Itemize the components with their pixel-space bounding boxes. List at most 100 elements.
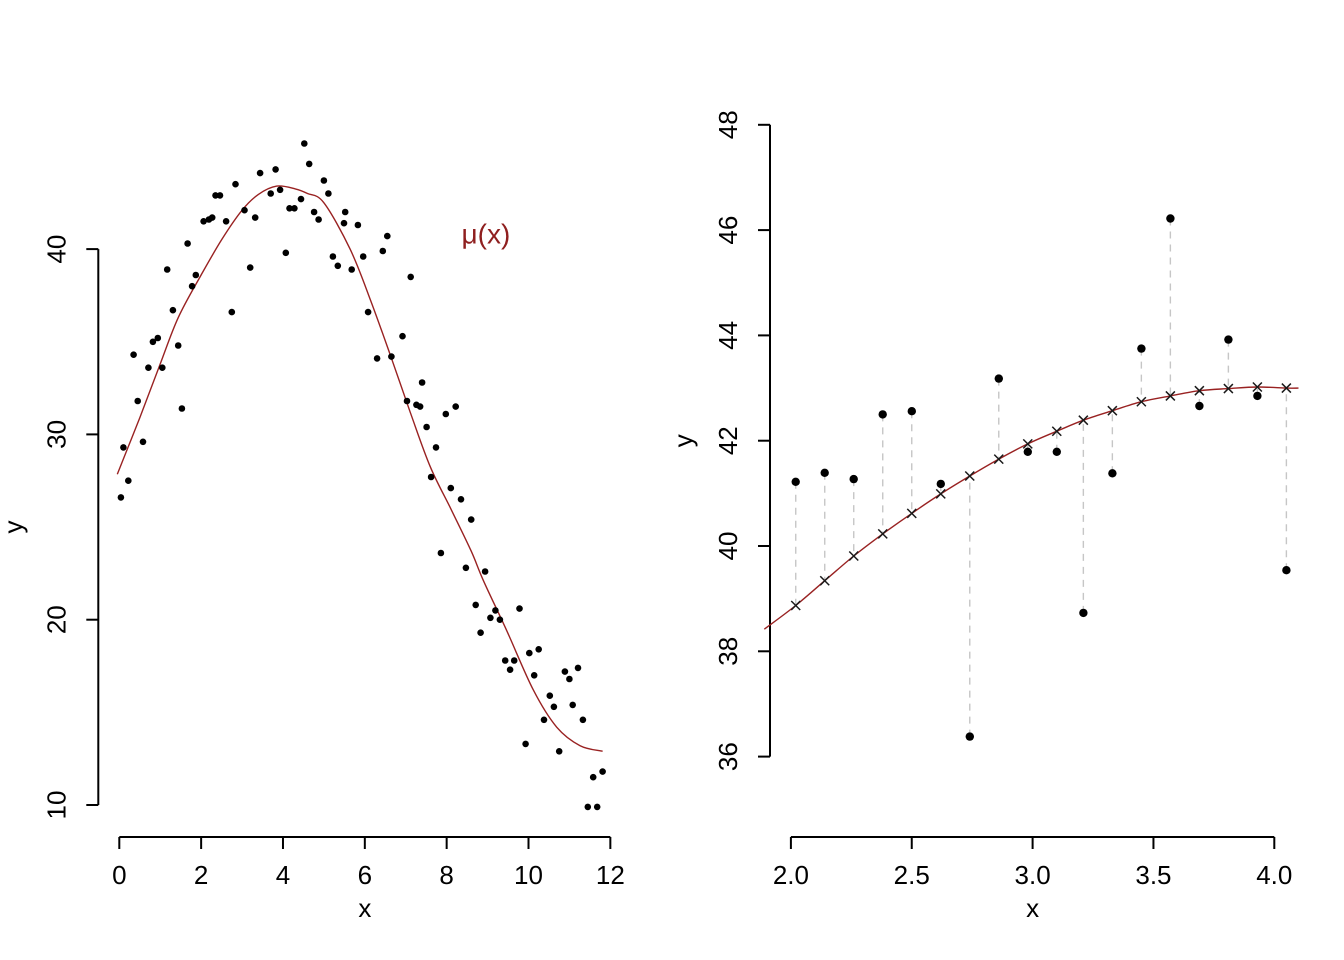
x-marker-stroke: [1136, 396, 1147, 407]
scatter-point: [437, 549, 445, 557]
observed-point: [1023, 447, 1032, 456]
scatter-point: [174, 342, 182, 349]
scatter-point: [403, 397, 411, 405]
scatter-point: [522, 740, 529, 748]
x-marker-stroke: [790, 600, 801, 611]
scatter-point: [472, 601, 480, 609]
scatter-point: [373, 355, 381, 362]
right-y-tick-label: 42: [713, 426, 743, 455]
x-marker-stroke: [1022, 438, 1033, 449]
x-marker-stroke: [1051, 426, 1062, 437]
scatter-point: [232, 180, 239, 188]
scatter-point: [432, 444, 440, 451]
residual-segments: [795, 218, 1288, 737]
right-y-tick-label: 36: [713, 742, 743, 771]
scatter-point: [427, 473, 435, 481]
scatter-point: [384, 232, 391, 240]
fitted-x-marker: [877, 528, 888, 539]
scatter-point: [200, 218, 207, 225]
scatter-point: [297, 195, 305, 203]
fitted-x-marker: [1107, 405, 1118, 416]
x-marker-stroke: [877, 528, 888, 539]
observed-point: [1195, 401, 1204, 411]
scatter-point: [228, 308, 236, 316]
observed-point: [1137, 344, 1146, 353]
left-scatter-points: [117, 140, 606, 811]
x-marker-stroke: [819, 575, 830, 586]
left-x-tick-label: 10: [514, 860, 543, 890]
observed-point: [1108, 469, 1117, 478]
scatter-point: [241, 206, 248, 214]
observed-point: [791, 477, 800, 486]
observed-point: [965, 732, 974, 741]
scatter-point: [341, 208, 349, 216]
x-marker-stroke: [848, 550, 859, 562]
scatter-point: [117, 494, 125, 501]
x-marker-stroke: [1223, 383, 1234, 394]
fitted-x-marker: [964, 470, 975, 482]
scatter-point: [574, 664, 582, 672]
scatter-point: [364, 308, 372, 316]
right-y-axis-title: y: [668, 434, 698, 447]
scatter-point: [325, 190, 332, 197]
right-x-tick-label: 2.0: [773, 860, 809, 890]
left-y-tick-label: 20: [41, 605, 71, 634]
scatter-point: [208, 214, 216, 221]
scatter-point: [555, 748, 563, 755]
scatter-point: [423, 423, 430, 431]
observed-point: [936, 479, 945, 489]
fitted-x-marker: [1136, 396, 1147, 407]
scatter-point: [546, 692, 554, 699]
scatter-point: [561, 668, 569, 675]
right-x-tick-label: 3.0: [1015, 860, 1051, 890]
scatter-point: [276, 186, 284, 194]
scatter-point: [516, 605, 523, 612]
left-x-tick-label: 2: [194, 860, 208, 890]
scatter-point: [487, 614, 494, 622]
left-x-tick-label: 8: [439, 860, 453, 890]
fitted-x-marker: [790, 600, 801, 611]
scatter-point: [340, 219, 348, 227]
right-axes: 2.0 2.5 3.0 3.5 4.0 36 38 40 42 44 46 48 x y: [668, 110, 1292, 923]
fitted-x-marker: [1022, 438, 1033, 449]
scatter-point: [462, 564, 470, 572]
scatter-point: [457, 496, 465, 503]
scatter-point: [492, 607, 499, 614]
scatter-point: [272, 166, 279, 173]
x-marker-stroke: [1078, 415, 1089, 426]
fitted-x-marker: [819, 575, 830, 586]
scatter-point: [481, 568, 489, 575]
scatter-point: [246, 264, 254, 271]
scatter-point: [139, 438, 147, 446]
scatter-point: [145, 364, 152, 372]
left-y-tick-label: 10: [41, 791, 71, 820]
scatter-point: [178, 405, 186, 412]
fitted-x-marker: [906, 508, 917, 519]
scatter-point: [120, 444, 127, 451]
scatter-point: [192, 271, 200, 279]
scatter-point: [169, 306, 177, 314]
scatter-point: [584, 803, 592, 811]
left-x-tick-label: 4: [276, 860, 290, 890]
scatter-point: [130, 351, 137, 359]
scatter-point: [216, 192, 224, 199]
scatter-point: [535, 646, 542, 653]
scatter-point: [506, 666, 514, 673]
scatter-point: [593, 803, 601, 811]
scatter-point: [540, 716, 548, 724]
scatter-point: [599, 768, 606, 775]
fitted-x-marker: [993, 454, 1004, 465]
scatter-point: [501, 657, 509, 664]
scatter-point: [251, 214, 259, 221]
observed-point: [1224, 335, 1233, 344]
scatter-point: [315, 216, 322, 223]
left-x-tick-label: 12: [596, 860, 625, 890]
fitted-x-marker: [1223, 383, 1234, 394]
observed-point: [994, 374, 1003, 383]
scatter-point: [320, 177, 328, 184]
x-marker-stroke: [1281, 383, 1292, 394]
x-marker-stroke: [1107, 405, 1118, 416]
scatter-point: [134, 397, 141, 405]
scatter-point: [267, 190, 275, 197]
